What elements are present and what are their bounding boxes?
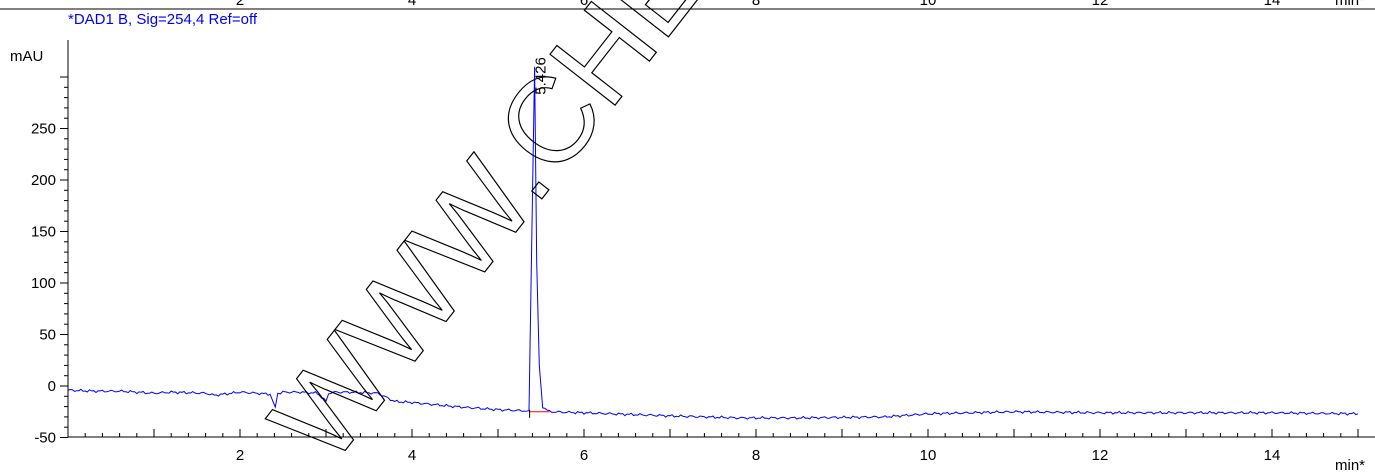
top-axis-label: 8: [752, 0, 760, 9]
x-tick-label: 14: [1264, 447, 1281, 464]
x-tick-label: 10: [920, 447, 937, 464]
top-axis-label: 12: [1092, 0, 1109, 9]
y-tick-label: 50: [39, 327, 56, 344]
x-tick-label: 8: [752, 447, 760, 464]
y-tick-label: -50: [34, 430, 56, 447]
y-tick-label: 150: [31, 224, 56, 241]
x-axis-ticks: 2 4 6 8 10 12 14: [84, 429, 1359, 464]
y-tick-label: 100: [31, 275, 56, 292]
peak-label: 5.426: [533, 57, 550, 95]
y-tick-label: 200: [31, 172, 56, 189]
y-tick-label: 0: [48, 378, 56, 395]
series-layer: [67, 66, 1359, 420]
x-tick-label: 2: [236, 447, 244, 464]
y-axis-label: mAU: [10, 48, 43, 65]
watermark: WWW.CHEMIETR: [245, 0, 962, 472]
top-axis-label: 4: [408, 0, 416, 9]
signal-label: *DAD1 B, Sig=254,4 Ref=off: [68, 11, 258, 28]
y-axis-ticks: -50 0 50 100 150 200 250: [31, 76, 68, 447]
x-tick-label: 4: [408, 447, 416, 464]
annotations-layer: 5.426: [533, 57, 550, 95]
series-line: [67, 66, 1359, 420]
top-axis-label: 2: [236, 0, 244, 9]
top-axis-label: 6: [580, 0, 588, 9]
x-axis-label: min*: [1335, 457, 1365, 472]
x-tick-label: 6: [580, 447, 588, 464]
x-tick-label: 12: [1092, 447, 1109, 464]
top-axis-label: 10: [920, 0, 937, 9]
y-tick-label: 250: [31, 121, 56, 138]
top-axis-label: 14: [1264, 0, 1281, 9]
top-axis-label: min*: [1335, 0, 1365, 9]
top-axis-fragment: 2 4 6 8 10 12 14 min*: [0, 0, 1375, 10]
